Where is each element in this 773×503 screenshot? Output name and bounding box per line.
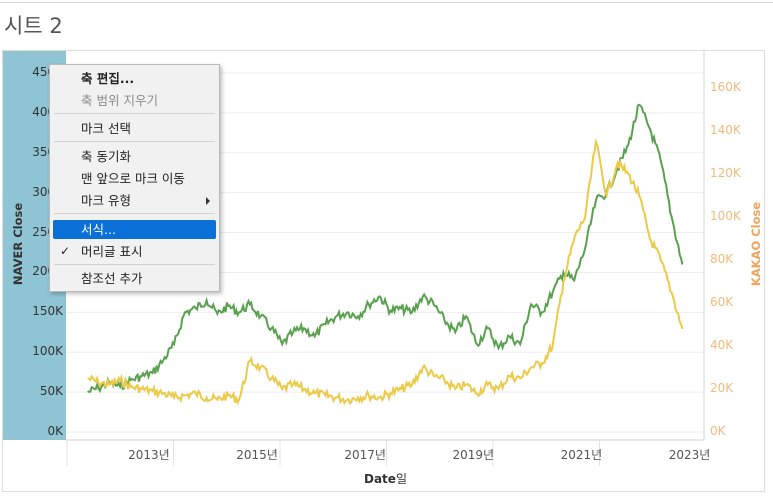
x-axis-title[interactable]: Date일 <box>364 470 407 487</box>
y-left-tick-label: 0K <box>47 424 63 438</box>
menu-item-label: 머리글 표시 <box>81 244 143 259</box>
x-tick-label: 2019년 <box>452 448 495 462</box>
menu-item-edit-axis[interactable]: 축 편집... <box>53 69 216 88</box>
x-axis-title-suffix: 일 <box>395 472 407 486</box>
x-tick-label: 2023년 <box>668 448 711 462</box>
menu-item-clear-axis-range: 축 범위 지우기 <box>53 91 216 110</box>
menu-item-label: 참조선 추가 <box>81 271 143 286</box>
menu-item-add-reference-line[interactable]: 참조선 추가 <box>53 269 216 288</box>
menu-item-synchronize-axis[interactable]: 축 동기화 <box>53 147 216 166</box>
menu-item-label: 축 범위 지우기 <box>81 93 158 108</box>
menu-item-format[interactable]: 서식... <box>53 220 216 239</box>
axis-context-menu: 축 편집... 축 범위 지우기 마크 선택 축 동기화 맨 앞으로 마크 이동… <box>49 64 220 292</box>
y-right-tick-label: 160K <box>710 80 741 94</box>
x-tick-marks <box>66 440 600 466</box>
menu-item-label: 축 동기화 <box>81 149 131 164</box>
x-tick-label: 2021년 <box>560 448 603 462</box>
y-left-tick-label: 150K <box>32 304 63 319</box>
y-right-tick-label: 80K <box>710 252 734 266</box>
top-divider <box>0 2 773 3</box>
menu-separator <box>54 264 215 265</box>
submenu-arrow-icon <box>206 197 210 205</box>
menu-item-show-header[interactable]: ✓ 머리글 표시 <box>53 242 216 261</box>
y-left-tick-label: 50K <box>39 384 63 399</box>
y-left-tick-label: 100K <box>32 344 63 359</box>
view-pane <box>2 50 765 492</box>
y-right-tick-label: 140K <box>710 123 741 137</box>
menu-item-label: 서식... <box>81 222 116 237</box>
series-line-kakao <box>87 138 684 406</box>
y-right-tick-label: 0K <box>710 424 726 438</box>
y-axis-left-title[interactable]: NAVER Close <box>11 202 25 286</box>
y-right-tick-label: 60K <box>710 295 734 309</box>
menu-separator <box>54 141 215 142</box>
menu-separator <box>54 113 215 114</box>
checkmark-icon: ✓ <box>60 244 71 258</box>
y-right-tick-label: 100K <box>710 209 741 223</box>
y-right-tick-label: 120K <box>710 166 741 180</box>
x-tick-label: 2017년 <box>344 448 386 462</box>
menu-item-label: 마크 유형 <box>81 193 131 208</box>
menu-separator <box>54 213 215 214</box>
menu-item-select-marks[interactable]: 마크 선택 <box>53 119 216 138</box>
sheet-title: 시트 2 <box>4 14 63 38</box>
y-axis-right-title[interactable]: KAKAO Close <box>749 201 763 287</box>
menu-item-label: 축 편집... <box>81 71 135 86</box>
x-tick-label: 2015년 <box>236 448 278 462</box>
series-line-naver <box>87 103 684 394</box>
x-tick-label: 2013년 <box>128 448 170 462</box>
menu-item-move-marks-to-front[interactable]: 맨 앞으로 마크 이동 <box>53 169 216 188</box>
y-right-tick-label: 40K <box>710 338 734 352</box>
menu-item-label: 맨 앞으로 마크 이동 <box>81 171 185 186</box>
x-axis-title-field: Date <box>364 472 396 486</box>
menu-item-label: 마크 선택 <box>81 121 131 136</box>
y-right-tick-label: 20K <box>710 381 734 395</box>
menu-item-mark-type[interactable]: 마크 유형 <box>53 191 216 210</box>
